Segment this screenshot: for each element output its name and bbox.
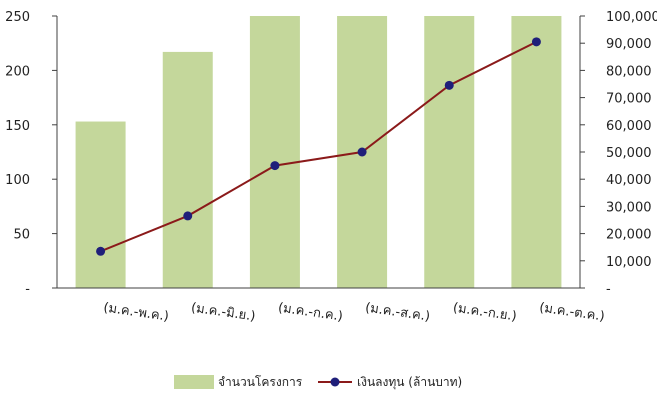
line-point <box>444 80 454 90</box>
axes <box>56 16 581 289</box>
line-point <box>531 37 541 47</box>
right-tick-label: 100,000 <box>606 10 657 25</box>
right-tick-label: 10,000 <box>606 255 652 270</box>
left-axis-ticks: - 50 100 150 200 250 <box>5 10 57 297</box>
line-point <box>183 211 193 221</box>
left-tick-label: - <box>25 282 30 297</box>
x-tick-label: (ม.ค.-ส.ค.) <box>364 301 431 325</box>
investment-line <box>100 40 537 253</box>
bar-series <box>75 16 562 289</box>
right-tick-label: 80,000 <box>606 64 652 79</box>
left-tick-label: 100 <box>5 173 30 188</box>
right-tick-label: 60,000 <box>606 119 652 134</box>
legend-bar-label: จำนวนโครงการ <box>218 375 303 389</box>
right-tick-label: 40,000 <box>606 173 652 188</box>
left-tick-label: 200 <box>5 64 30 79</box>
legend-line-marker <box>330 377 340 387</box>
line-point <box>357 147 367 157</box>
x-tick-label: (ม.ค.-ก.ค.) <box>277 301 344 325</box>
bar <box>249 16 300 288</box>
legend-bar-swatch <box>174 375 214 389</box>
bar <box>162 51 213 289</box>
right-tick-label: 70,000 <box>606 92 652 107</box>
legend: จำนวนโครงการ เงินลงทุน (ล้านบาท) <box>174 375 462 390</box>
left-tick-label: 250 <box>5 10 30 25</box>
left-tick-label: 50 <box>13 228 30 243</box>
right-tick-label: 20,000 <box>606 228 652 243</box>
left-tick-label: 150 <box>5 119 30 134</box>
x-axis-tick-labels: (ม.ค.-พ.ค.) (ม.ค.-มิ.ย.) (ม.ค.-ก.ค.) (ม.ค.-… <box>102 301 605 325</box>
x-tick-label: (ม.ค.-ต.ค.) <box>538 301 605 325</box>
bar <box>424 16 475 288</box>
right-tick-label: 90,000 <box>606 37 652 52</box>
x-tick-label: (ม.ค.-ก.ย.) <box>452 301 518 325</box>
bar <box>511 16 562 288</box>
right-tick-label: - <box>606 282 611 297</box>
x-tick-label: (ม.ค.-พ.ค.) <box>102 301 169 325</box>
right-tick-label: 30,000 <box>606 200 652 215</box>
x-tick-label: (ม.ค.-มิ.ย.) <box>190 301 256 325</box>
line-series <box>96 37 541 256</box>
line-point <box>270 161 280 171</box>
line-point <box>96 246 106 256</box>
right-tick-label: 50,000 <box>606 146 652 161</box>
bar <box>75 121 126 288</box>
legend-line-label: เงินลงทุน (ล้านบาท) <box>357 375 462 390</box>
right-axis-ticks: - 10,000 20,000 30,000 40,000 50,000 60,000 70,… <box>580 10 657 297</box>
